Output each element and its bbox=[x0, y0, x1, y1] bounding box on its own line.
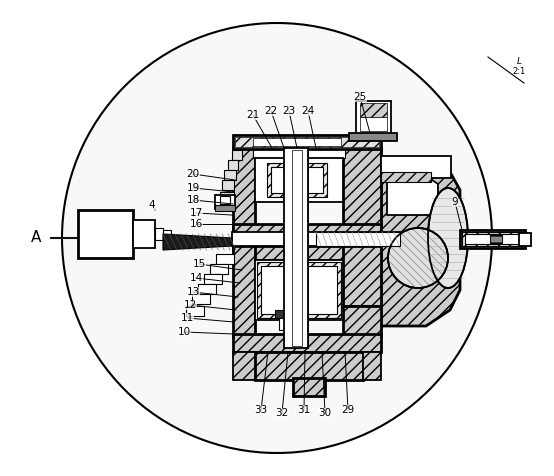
Bar bbox=[363, 352, 381, 380]
Text: 14: 14 bbox=[189, 273, 203, 283]
Bar bbox=[210, 264, 228, 274]
Text: 2:1: 2:1 bbox=[512, 67, 526, 76]
Bar bbox=[343, 306, 381, 336]
Text: 25: 25 bbox=[353, 92, 367, 102]
Bar bbox=[232, 150, 242, 160]
Text: 22: 22 bbox=[264, 106, 278, 116]
Text: 20: 20 bbox=[187, 169, 199, 179]
Ellipse shape bbox=[428, 188, 468, 288]
Text: 19: 19 bbox=[186, 183, 199, 193]
Bar bbox=[261, 266, 337, 314]
Bar bbox=[186, 306, 204, 316]
Text: 21: 21 bbox=[247, 110, 260, 120]
Bar bbox=[222, 180, 234, 190]
Bar bbox=[233, 334, 381, 352]
Bar bbox=[133, 220, 155, 248]
Bar bbox=[381, 172, 431, 182]
Text: 13: 13 bbox=[186, 287, 199, 297]
Bar bbox=[490, 236, 502, 242]
Bar bbox=[275, 310, 295, 318]
Bar bbox=[235, 137, 379, 147]
Bar bbox=[233, 148, 381, 162]
Bar bbox=[220, 192, 234, 202]
Text: 29: 29 bbox=[341, 405, 355, 415]
Text: 15: 15 bbox=[192, 259, 206, 269]
Bar bbox=[224, 170, 236, 180]
Bar bbox=[233, 148, 255, 236]
Text: 10: 10 bbox=[177, 327, 191, 337]
Bar bbox=[204, 274, 222, 284]
Bar bbox=[192, 294, 210, 304]
Text: 11: 11 bbox=[181, 313, 194, 323]
Bar bbox=[279, 318, 291, 330]
Bar bbox=[163, 230, 171, 248]
Bar bbox=[232, 232, 400, 246]
Text: 4: 4 bbox=[148, 200, 155, 210]
Bar bbox=[228, 160, 238, 170]
Bar bbox=[360, 117, 387, 131]
Bar bbox=[343, 148, 381, 236]
Bar bbox=[216, 254, 234, 264]
Polygon shape bbox=[381, 158, 460, 326]
Text: 18: 18 bbox=[186, 195, 199, 205]
Bar bbox=[233, 246, 255, 336]
Bar bbox=[465, 234, 520, 244]
Text: 16: 16 bbox=[189, 219, 203, 229]
Bar bbox=[198, 284, 216, 294]
Bar bbox=[233, 352, 255, 380]
Text: 9: 9 bbox=[452, 197, 458, 207]
Bar bbox=[293, 378, 325, 396]
Bar bbox=[271, 167, 323, 193]
Text: 12: 12 bbox=[183, 300, 197, 310]
Bar bbox=[284, 148, 308, 348]
Text: 23: 23 bbox=[283, 106, 296, 116]
Text: 33: 33 bbox=[254, 405, 268, 415]
Bar bbox=[155, 228, 163, 240]
Bar bbox=[349, 133, 397, 141]
Polygon shape bbox=[163, 234, 232, 250]
Bar bbox=[215, 205, 235, 211]
Bar bbox=[220, 196, 230, 204]
Bar bbox=[215, 195, 235, 209]
Bar bbox=[255, 352, 363, 380]
Bar bbox=[233, 135, 381, 149]
Bar bbox=[519, 233, 531, 246]
Text: 17: 17 bbox=[189, 208, 203, 218]
Bar bbox=[286, 150, 292, 346]
Bar bbox=[360, 103, 387, 117]
Bar bbox=[343, 246, 381, 306]
Bar bbox=[255, 158, 343, 202]
Bar bbox=[253, 138, 341, 146]
Text: 31: 31 bbox=[297, 405, 311, 415]
Bar bbox=[78, 210, 133, 258]
Text: 30: 30 bbox=[319, 408, 331, 418]
Bar bbox=[356, 101, 391, 135]
Bar bbox=[233, 224, 381, 234]
Bar bbox=[381, 156, 451, 178]
Bar bbox=[490, 235, 502, 243]
Bar bbox=[267, 163, 327, 197]
Bar bbox=[255, 260, 343, 320]
Bar bbox=[462, 232, 523, 246]
Text: A: A bbox=[31, 230, 41, 246]
Circle shape bbox=[62, 23, 492, 453]
Bar bbox=[302, 150, 308, 346]
Text: 32: 32 bbox=[275, 408, 289, 418]
Bar bbox=[253, 148, 345, 158]
Polygon shape bbox=[387, 172, 438, 215]
Bar bbox=[292, 150, 302, 346]
Bar bbox=[257, 262, 341, 318]
Bar bbox=[316, 232, 400, 246]
Bar bbox=[233, 246, 381, 260]
Circle shape bbox=[388, 228, 448, 288]
Text: L: L bbox=[516, 58, 521, 67]
Bar bbox=[460, 230, 525, 248]
Text: 24: 24 bbox=[301, 106, 315, 116]
